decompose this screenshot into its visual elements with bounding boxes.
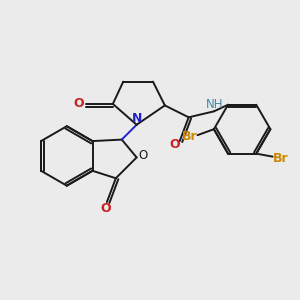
- Text: O: O: [139, 149, 148, 162]
- Text: O: O: [100, 202, 111, 215]
- Text: Br: Br: [273, 152, 289, 165]
- Text: N: N: [131, 112, 142, 125]
- Text: NH: NH: [206, 98, 224, 111]
- Text: Br: Br: [182, 130, 197, 143]
- Text: O: O: [74, 97, 84, 110]
- Text: O: O: [169, 138, 180, 151]
